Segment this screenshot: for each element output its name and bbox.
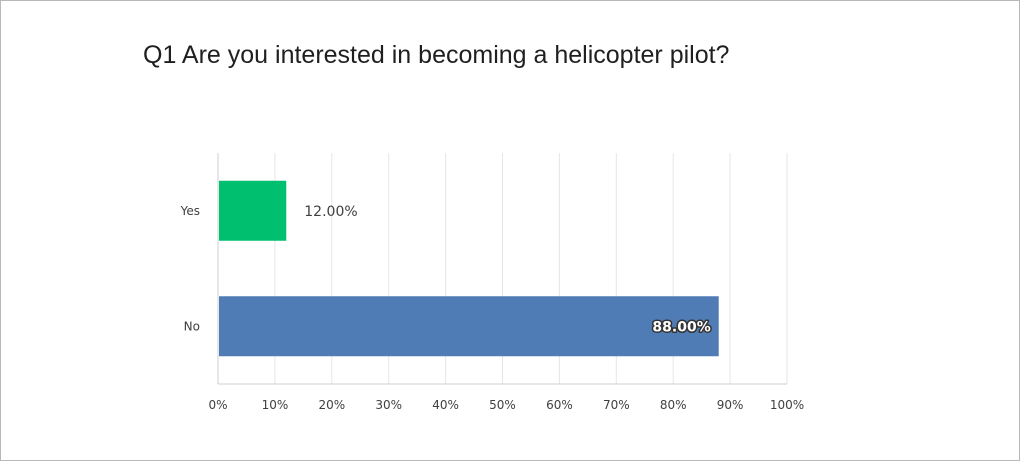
x-tick-label: 50% xyxy=(489,398,516,412)
value-label: 12.00% xyxy=(304,204,357,220)
x-tick-label: 30% xyxy=(375,398,402,412)
value-label: 88.00% xyxy=(652,319,710,335)
x-tick-labels: 0% 10% 20% 30% 40% 50% 60% 70% 80% 90% 100% xyxy=(208,398,804,412)
x-tick-label: 70% xyxy=(603,398,630,412)
bar-yes xyxy=(219,180,287,241)
x-tick-label: 80% xyxy=(660,398,687,412)
bar-no xyxy=(219,296,719,357)
x-tick-label: 40% xyxy=(432,398,459,412)
x-tick-label: 90% xyxy=(717,398,744,412)
x-tick-label: 20% xyxy=(318,398,345,412)
category-labels: Yes No xyxy=(180,204,200,334)
axes xyxy=(217,153,787,385)
question-title: Q1 Are you interested in becoming a heli… xyxy=(143,41,730,69)
x-tick-label: 60% xyxy=(546,398,573,412)
x-tick-label: 100% xyxy=(770,398,804,412)
bars xyxy=(219,180,719,357)
x-tick-label: 10% xyxy=(262,398,289,412)
value-labels: 12.00% 88.00% xyxy=(304,204,712,337)
x-tick-label: 0% xyxy=(208,398,227,412)
category-label: Yes xyxy=(180,204,200,218)
category-label: No xyxy=(184,319,200,333)
